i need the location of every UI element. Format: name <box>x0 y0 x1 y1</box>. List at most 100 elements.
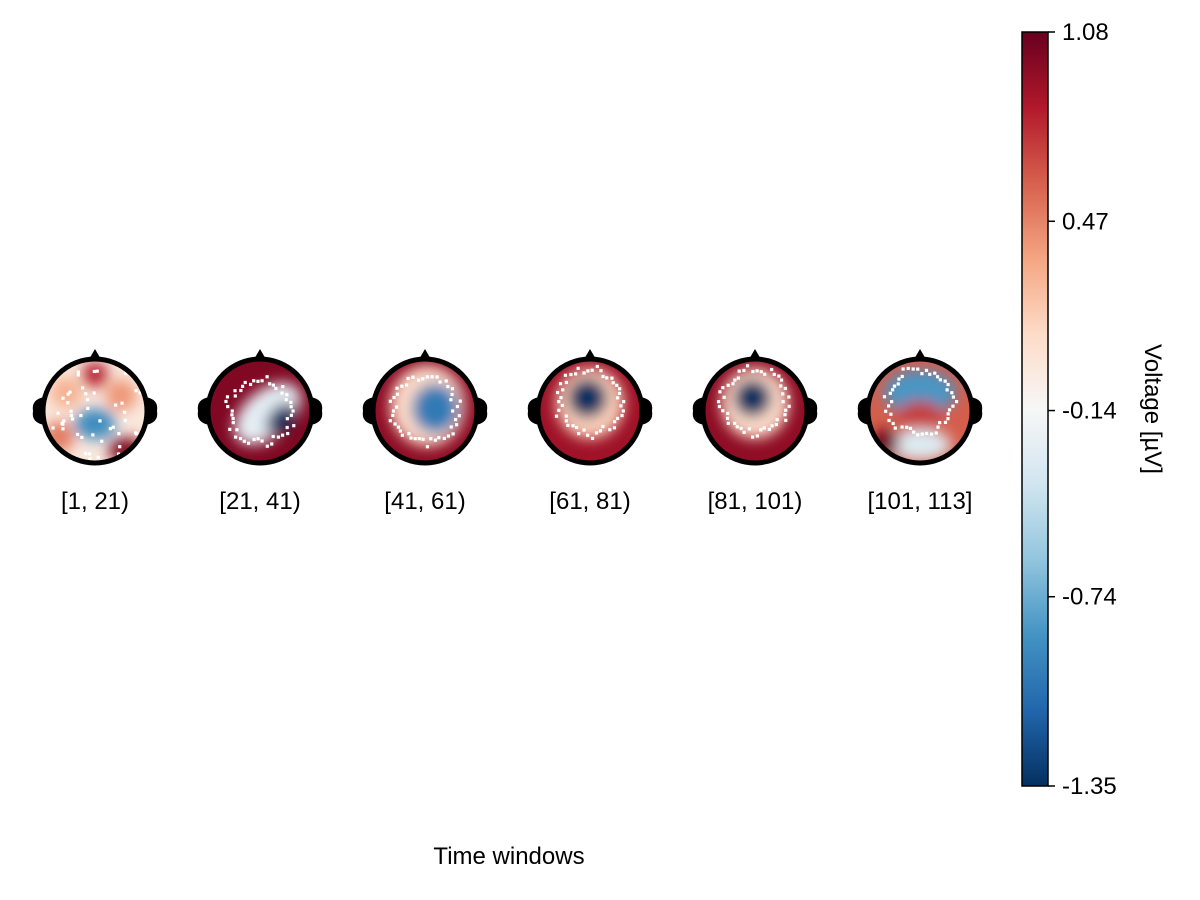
electrode-dot <box>397 426 400 429</box>
electrode-dot <box>564 374 567 377</box>
electrode-dot <box>77 373 80 376</box>
electrode-dot <box>77 370 80 373</box>
electrode-dot <box>788 405 791 408</box>
electrode-dot <box>84 392 87 395</box>
electrode-dot <box>51 426 54 429</box>
electrode-dot <box>233 389 236 392</box>
electrode-dot <box>69 410 72 413</box>
electrode-dot <box>395 405 398 408</box>
topoplot-1: [1, 21) <box>33 349 158 515</box>
electrode-dot <box>98 419 101 422</box>
electrode-dot <box>286 426 289 429</box>
colorbar-gradient <box>1022 32 1048 786</box>
electrode-dot <box>389 419 392 422</box>
electrode-dot <box>256 380 259 383</box>
electrode-dot <box>88 452 91 455</box>
electrode-dot <box>399 429 402 432</box>
electrode-dot <box>561 404 564 407</box>
electrode-dot <box>565 419 568 422</box>
electrode-dot <box>561 388 564 391</box>
electrode-dot <box>459 400 462 403</box>
voltage-blob <box>82 362 108 388</box>
electrode-dot <box>224 400 227 403</box>
electrode-dot <box>446 385 449 388</box>
time-window-label: [101, 113] <box>868 488 973 515</box>
electrode-dot <box>887 419 890 422</box>
electrode-dot <box>889 392 892 395</box>
electrode-dot <box>955 400 958 403</box>
electrode-dot <box>414 437 417 440</box>
electrode-dot <box>613 420 616 423</box>
electrode-dot <box>938 421 941 424</box>
electrode-dot <box>86 407 89 410</box>
electrode-dot <box>574 372 577 375</box>
electrode-dot <box>759 428 762 431</box>
electrode-dot <box>290 405 293 408</box>
electrode-dot <box>884 410 887 413</box>
electrode-dot <box>393 422 396 425</box>
electrode-dot <box>787 395 790 398</box>
electrode-dot <box>784 409 787 412</box>
electrode-dot <box>717 400 720 403</box>
electrode-dot <box>260 439 263 442</box>
electrode-dot <box>97 456 100 459</box>
voltage-blob <box>105 380 136 411</box>
electrode-dot <box>763 373 766 376</box>
electrode-dot <box>892 422 895 425</box>
electrode-dot <box>773 373 776 376</box>
electrode-dot <box>781 392 784 395</box>
electrode-dot <box>756 434 759 437</box>
electrode-dot <box>921 432 924 435</box>
electrode-dot <box>889 413 892 416</box>
electrode-dot <box>81 386 84 389</box>
electrode-dot <box>407 377 410 380</box>
electrode-dot <box>458 414 461 417</box>
electrode-dot <box>555 415 558 418</box>
electrode-dot <box>100 440 103 443</box>
electrode-dot <box>618 387 621 390</box>
electrode-dot <box>252 438 255 441</box>
electrode-dot <box>270 442 273 445</box>
electrode-dot <box>916 433 919 436</box>
electrode-dot <box>239 389 242 392</box>
colorbar-tick-label: -1.35 <box>1062 773 1117 800</box>
electrode-dot <box>86 398 89 401</box>
voltage-blob <box>74 408 116 439</box>
time-window-label: [1, 21) <box>61 488 129 515</box>
colorbar-tick-label: 1.08 <box>1062 19 1109 46</box>
electrode-dot <box>292 424 295 427</box>
electrode-dot <box>120 402 123 405</box>
electrode-dot <box>252 379 255 382</box>
electrode-dot <box>228 428 231 431</box>
electrode-dot <box>776 418 779 421</box>
electrode-dot <box>738 370 741 373</box>
electrode-dot <box>62 419 65 422</box>
electrode-dot <box>93 370 96 373</box>
electrode-dot <box>268 382 271 385</box>
electrode-dot <box>565 381 568 384</box>
electrode-dot <box>939 378 942 381</box>
electrode-dot <box>619 404 622 407</box>
electrode-dot <box>71 417 74 420</box>
electrode-dot <box>742 369 745 372</box>
electrode-dot <box>727 384 730 387</box>
electrode-dot <box>407 432 410 435</box>
electrode-dot <box>780 378 783 381</box>
electrode-dot <box>596 365 599 368</box>
electrode-dot <box>569 373 572 376</box>
electrode-dot <box>748 427 751 430</box>
electrode-dot <box>586 369 589 372</box>
electrode-dot <box>601 425 604 428</box>
electrode-dot <box>571 424 574 427</box>
electrode-dot <box>400 385 403 388</box>
electrode-dot <box>751 435 754 438</box>
electrode-dot <box>455 423 458 426</box>
electrode-dot <box>389 400 392 403</box>
electrode-dot <box>241 385 244 388</box>
electrode-dot <box>274 387 277 390</box>
voltage-blob <box>734 379 771 416</box>
electrode-dot <box>272 384 275 387</box>
topoplot-2: [21, 41) <box>198 349 323 515</box>
electrode-dot <box>557 400 560 403</box>
electrode-dot <box>615 384 618 387</box>
